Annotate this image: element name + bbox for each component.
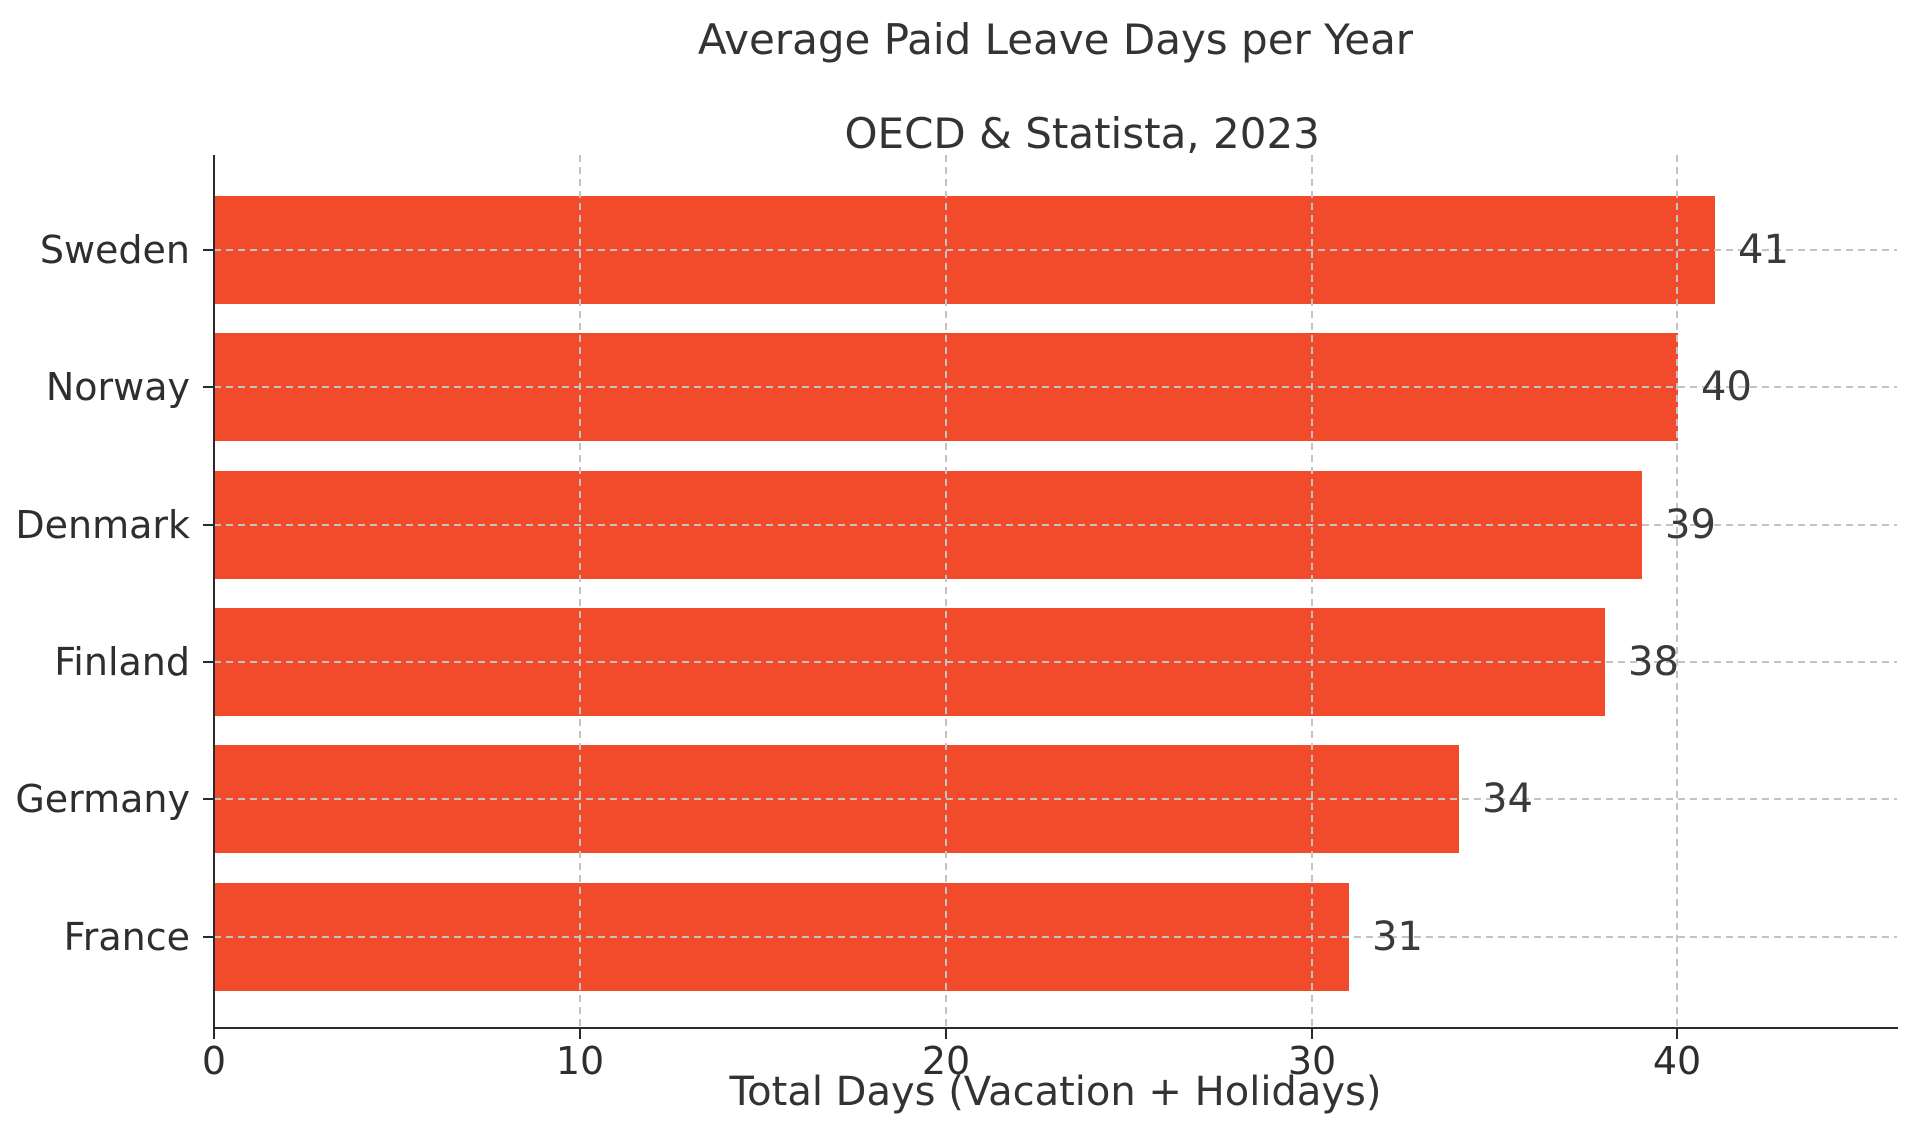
gridline-horizontal-germany — [214, 798, 1897, 800]
x-axis-label: Total Days (Vacation + Holidays) — [729, 1069, 1382, 1115]
chart-title-line2: OECD & Statista, 2023 — [844, 109, 1320, 159]
x-tick-mark-10 — [579, 1029, 581, 1039]
value-label-norway: 40 — [1701, 364, 1752, 410]
value-label-finland: 38 — [1628, 639, 1679, 685]
category-label-norway: Norway — [45, 365, 190, 409]
chart-title: Average Paid Leave Days per Year OECD & … — [214, 16, 1897, 204]
x-axis-spine — [213, 1027, 1898, 1029]
value-label-sweden: 41 — [1738, 227, 1789, 273]
x-tick-label-0: 0 — [201, 1039, 227, 1083]
y-tick-mark-finland — [203, 661, 213, 663]
value-label-germany: 34 — [1482, 776, 1533, 822]
gridline-vertical-20 — [945, 155, 947, 1028]
category-label-germany: Germany — [15, 777, 190, 821]
value-label-france: 31 — [1372, 914, 1423, 960]
x-tick-label-40: 40 — [1652, 1039, 1702, 1083]
gridline-horizontal-france — [214, 936, 1897, 938]
x-tick-mark-30 — [1311, 1029, 1313, 1039]
category-label-france: France — [63, 915, 190, 959]
y-axis-spine — [213, 155, 215, 1030]
gridline-horizontal-norway — [214, 386, 1897, 388]
x-tick-label-20: 20 — [921, 1039, 971, 1083]
x-tick-label-30: 30 — [1287, 1039, 1337, 1083]
gridline-horizontal-sweden — [214, 249, 1897, 251]
x-tick-label-10: 10 — [555, 1039, 605, 1083]
category-label-denmark: Denmark — [15, 503, 190, 547]
category-label-finland: Finland — [54, 640, 190, 684]
plot-area — [214, 155, 1897, 1028]
y-tick-mark-norway — [203, 386, 213, 388]
category-label-sweden: Sweden — [39, 228, 190, 272]
gridline-horizontal-finland — [214, 661, 1897, 663]
x-tick-mark-0 — [213, 1029, 215, 1039]
x-tick-mark-20 — [945, 1029, 947, 1039]
value-label-denmark: 39 — [1665, 502, 1716, 548]
x-tick-mark-40 — [1676, 1029, 1678, 1039]
y-tick-mark-germany — [203, 798, 213, 800]
y-tick-mark-france — [203, 936, 213, 938]
y-tick-mark-denmark — [203, 524, 213, 526]
chart-title-line1: Average Paid Leave Days per Year — [697, 15, 1414, 64]
y-tick-mark-sweden — [203, 249, 213, 251]
gridline-vertical-30 — [1311, 155, 1313, 1028]
gridline-horizontal-denmark — [214, 524, 1897, 526]
gridline-vertical-40 — [1676, 155, 1678, 1028]
gridline-vertical-10 — [579, 155, 581, 1028]
